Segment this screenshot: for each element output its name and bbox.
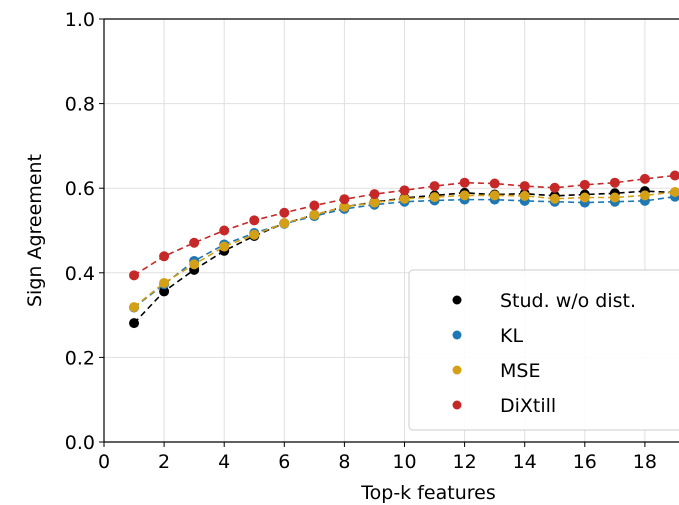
data-point (339, 194, 350, 205)
data-point (129, 318, 140, 329)
x-tick-label: 10 (392, 451, 416, 473)
legend-label: Stud. w/o dist. (500, 290, 636, 312)
x-tick-label: 0 (98, 451, 110, 473)
series-line (133, 191, 679, 308)
series-line (133, 174, 679, 277)
data-point (459, 190, 470, 201)
y-tick-label: 0.8 (65, 94, 95, 116)
y-tick-label: 0.6 (65, 178, 95, 200)
data-point (159, 277, 170, 288)
series-mse (129, 187, 679, 313)
data-point (249, 229, 260, 240)
data-point (639, 173, 650, 184)
data-point (159, 251, 170, 262)
series-line (133, 195, 679, 309)
data-point (309, 200, 320, 211)
data-point (519, 190, 530, 201)
x-ticks: 02468101214161820 (98, 442, 657, 473)
x-tick-label: 12 (453, 451, 477, 473)
series-line (133, 190, 679, 324)
data-point (189, 259, 200, 270)
data-point (519, 181, 530, 192)
y-ticks: 0.0 0.2 0.4 0.6 0.8 1.0 (65, 9, 104, 454)
data-point (579, 179, 590, 190)
axes (103, 18, 679, 443)
data-point (549, 193, 560, 204)
x-tick-label: 16 (573, 451, 597, 473)
x-tick-label: 18 (633, 451, 657, 473)
legend-marker (452, 330, 462, 340)
legend: Stud. w/o dist. KL MSE DiXtill (408, 269, 679, 431)
data-point (429, 181, 440, 192)
data-point (219, 241, 230, 252)
x-tick-label: 4 (218, 451, 230, 473)
y-axis-label: Sign Agreement (24, 154, 46, 307)
legend-marker (452, 365, 462, 375)
legend-marker (452, 400, 462, 410)
data-point (549, 182, 560, 193)
y-tick-label: 0.2 (65, 347, 95, 369)
data-point (339, 201, 350, 212)
x-axis-label: Top-k features (360, 482, 495, 504)
data-point (369, 197, 380, 208)
y-tick-label: 1.0 (65, 9, 95, 31)
data-point (129, 302, 140, 313)
data-point (459, 177, 470, 188)
data-point (489, 178, 500, 189)
legend-box (408, 269, 679, 431)
data-point (219, 225, 230, 236)
data-point (249, 215, 260, 226)
data-point (189, 237, 200, 248)
x-tick-label: 2 (158, 451, 170, 473)
legend-label: MSE (500, 360, 540, 382)
data-point (669, 170, 679, 181)
data-point (159, 286, 170, 297)
y-tick-label: 0.0 (65, 432, 95, 454)
series-layer (129, 170, 679, 329)
legend-label: KL (500, 325, 523, 347)
data-point (399, 185, 410, 196)
x-tick-label: 6 (278, 451, 290, 473)
data-point (579, 192, 590, 203)
data-point (609, 177, 620, 188)
y-tick-label: 0.4 (65, 263, 95, 285)
data-point (369, 189, 380, 200)
data-point (279, 218, 290, 229)
data-point (399, 193, 410, 204)
data-point (489, 190, 500, 201)
legend-marker (452, 295, 462, 305)
data-point (609, 192, 620, 203)
x-tick-label: 14 (513, 451, 537, 473)
data-point (129, 270, 140, 281)
data-point (309, 209, 320, 220)
data-point (639, 190, 650, 201)
data-point (669, 187, 679, 198)
legend-label: DiXtill (500, 395, 556, 417)
series-dixtill (129, 170, 679, 281)
data-point (279, 207, 290, 218)
x-tick-label: 8 (338, 451, 350, 473)
data-point (429, 192, 440, 203)
